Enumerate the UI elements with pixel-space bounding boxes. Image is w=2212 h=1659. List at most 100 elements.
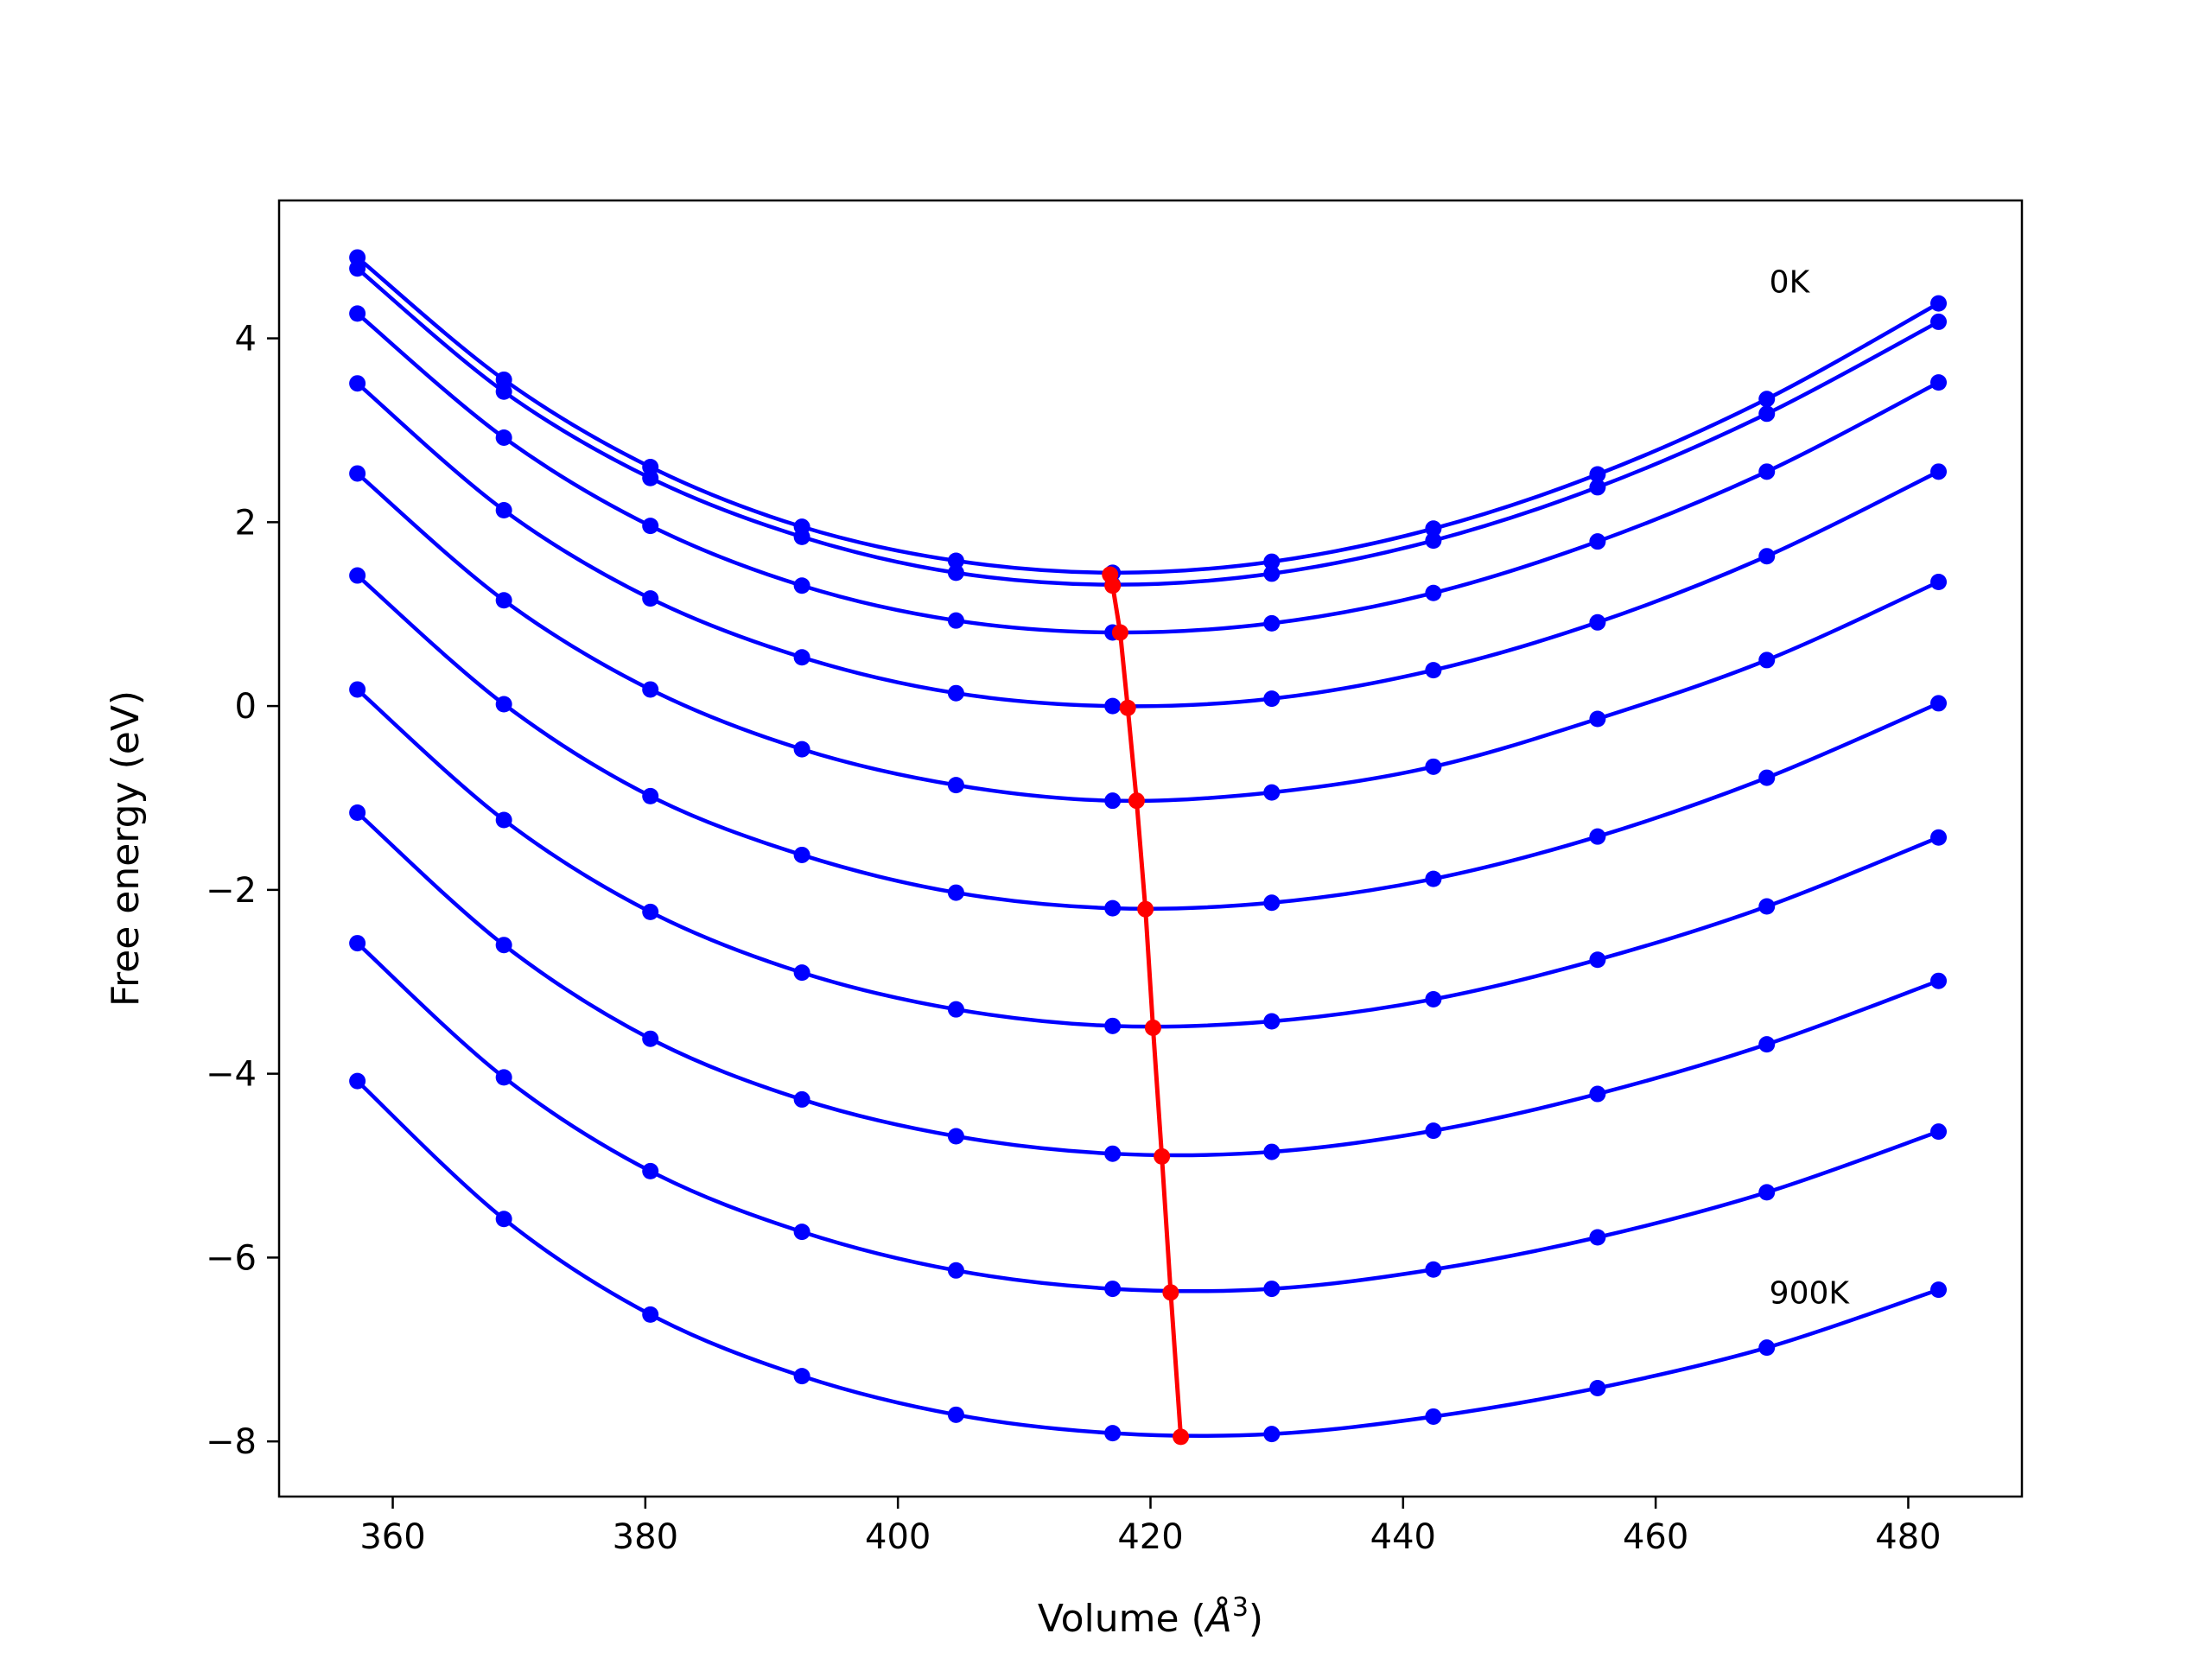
- data-point: [793, 649, 810, 666]
- data-point: [1758, 1036, 1776, 1053]
- data-point: [1425, 1122, 1442, 1140]
- data-point: [1758, 898, 1776, 915]
- minimum-point: [1144, 1019, 1161, 1036]
- data-point: [1104, 1017, 1122, 1034]
- data-point: [1104, 792, 1122, 810]
- data-point: [1263, 690, 1281, 708]
- x-axis-label-sup: 3: [1232, 1592, 1249, 1623]
- data-point: [349, 465, 366, 482]
- data-point: [947, 1262, 964, 1279]
- data-point: [1589, 533, 1606, 550]
- data-point: [349, 567, 366, 584]
- y-axis-label: Free energy (eV): [104, 690, 148, 1007]
- data-point: [642, 1030, 659, 1047]
- x-tick-label: 480: [1875, 1517, 1941, 1557]
- data-point: [1425, 870, 1442, 887]
- data-point: [495, 811, 512, 829]
- x-axis-label-close: ): [1249, 1597, 1263, 1641]
- data-point: [1589, 479, 1606, 496]
- data-point: [495, 937, 512, 954]
- x-tick-label: 440: [1370, 1517, 1436, 1557]
- data-point: [793, 1368, 810, 1385]
- data-point: [1425, 1408, 1442, 1425]
- series-line-9: [356, 1079, 1940, 1439]
- data-point: [1104, 697, 1122, 715]
- data-point: [642, 590, 659, 607]
- data-point: [947, 884, 964, 901]
- x-axis-label: Volume (Å3): [1038, 1592, 1263, 1641]
- data-point: [349, 305, 366, 322]
- data-point: [495, 696, 512, 713]
- data-point: [349, 935, 366, 952]
- data-point: [1930, 695, 1948, 712]
- data-point: [793, 1224, 810, 1241]
- data-point: [1589, 613, 1606, 631]
- data-point: [642, 518, 659, 535]
- data-point: [793, 741, 810, 758]
- data-point: [947, 1406, 964, 1423]
- data-point: [1425, 662, 1442, 679]
- x-tick-label: 360: [359, 1517, 425, 1557]
- data-point: [1589, 1229, 1606, 1246]
- y-tick-label: −8: [206, 1422, 257, 1462]
- data-point: [495, 1211, 512, 1228]
- x-axis-ticks: 360 380 400 420 440 460 480: [359, 1497, 1942, 1557]
- data-point: [1425, 990, 1442, 1007]
- minimum-point: [1154, 1147, 1171, 1165]
- series-line-4: [356, 472, 1940, 804]
- y-tick-label: 2: [235, 503, 257, 543]
- y-tick-label: −6: [206, 1238, 257, 1278]
- y-tick-label: −4: [206, 1055, 257, 1095]
- data-point: [495, 429, 512, 446]
- data-point: [1930, 829, 1948, 846]
- data-point: [947, 684, 964, 702]
- data-point: [1263, 784, 1281, 801]
- minima-trend: [1102, 566, 1190, 1446]
- data-point: [1263, 894, 1281, 912]
- data-point: [1263, 1013, 1281, 1030]
- data-point: [495, 502, 512, 519]
- minimum-point: [1137, 900, 1154, 918]
- data-point: [1104, 1425, 1122, 1442]
- data-point: [642, 469, 659, 486]
- data-point: [1589, 1379, 1606, 1396]
- data-point: [1104, 1281, 1122, 1298]
- minimum-point: [1119, 699, 1136, 716]
- plot-frame: [277, 199, 2024, 1498]
- data-point: [495, 371, 512, 388]
- minimum-point: [1173, 1428, 1190, 1446]
- data-point: [1263, 1143, 1281, 1160]
- data-point: [1930, 374, 1948, 391]
- data-point: [1589, 466, 1606, 483]
- data-point: [1589, 710, 1606, 728]
- minimum-point: [1104, 577, 1122, 594]
- data-point: [495, 1069, 512, 1086]
- data-point: [1104, 899, 1122, 917]
- data-point: [349, 1072, 366, 1090]
- x-axis-label-main: Volume (: [1038, 1597, 1206, 1641]
- data-point: [1589, 1085, 1606, 1103]
- data-point: [1263, 1426, 1281, 1443]
- data-point: [947, 552, 964, 569]
- data-point: [793, 577, 810, 594]
- series-line-1: [356, 266, 1940, 587]
- data-point: [1930, 573, 1948, 590]
- data-point: [793, 1090, 810, 1108]
- data-point: [642, 1306, 659, 1323]
- y-tick-label: −2: [206, 871, 257, 911]
- data-point: [349, 375, 366, 392]
- data-point: [349, 681, 366, 698]
- minimum-point: [1128, 792, 1145, 810]
- data-point: [349, 804, 366, 822]
- series-line-5: [356, 574, 1940, 912]
- data-point: [1930, 1281, 1948, 1299]
- data-point: [1758, 1184, 1776, 1201]
- data-point: [495, 383, 512, 400]
- x-tick-label: 400: [865, 1517, 931, 1557]
- data-point: [1104, 1145, 1122, 1162]
- data-point: [1758, 391, 1776, 408]
- data-point: [793, 528, 810, 545]
- x-tick-label: 420: [1117, 1517, 1183, 1557]
- data-point: [1930, 313, 1948, 330]
